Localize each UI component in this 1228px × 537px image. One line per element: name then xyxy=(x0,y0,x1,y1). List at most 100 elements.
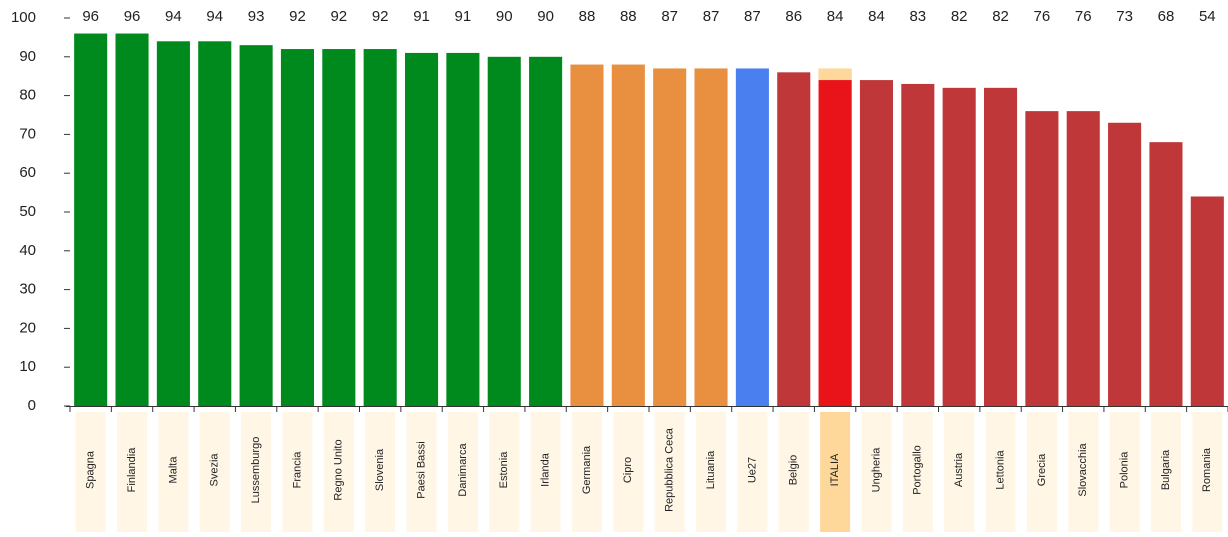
bar xyxy=(363,49,397,406)
category-box xyxy=(1109,412,1140,532)
value-label: 54 xyxy=(1199,8,1216,25)
x-tick-label: Lussemburgo xyxy=(250,437,262,504)
y-tick-label: 90 xyxy=(19,48,36,65)
value-label: 86 xyxy=(785,8,802,25)
x-tick-label: Estonia xyxy=(498,451,510,489)
category-box xyxy=(820,412,851,532)
value-label: 92 xyxy=(372,8,389,25)
category-box xyxy=(778,412,809,532)
value-label: 83 xyxy=(909,8,926,25)
bar xyxy=(156,41,190,406)
y-tick-label: 40 xyxy=(19,242,36,259)
value-label: 82 xyxy=(951,8,968,25)
bar xyxy=(446,52,480,407)
bar xyxy=(529,56,563,407)
category-box xyxy=(654,412,685,532)
x-tick-label: Repubblica Ceca xyxy=(664,427,676,512)
bar xyxy=(280,49,315,406)
bar xyxy=(1025,111,1059,407)
bar xyxy=(859,80,894,406)
category-box xyxy=(1026,412,1057,532)
value-label: 90 xyxy=(537,8,554,25)
bar xyxy=(1190,196,1224,406)
bar xyxy=(322,49,356,406)
x-tick-label: Danimarca xyxy=(457,443,469,497)
category-box xyxy=(323,412,354,532)
y-tick-label: 0 xyxy=(28,397,36,414)
value-label: 96 xyxy=(82,8,99,25)
bar xyxy=(735,68,769,406)
category-box xyxy=(1192,412,1223,532)
value-label: 93 xyxy=(248,8,265,25)
x-tick-label: Portogallo xyxy=(912,445,924,495)
category-box xyxy=(530,412,561,532)
y-tick-label: 50 xyxy=(19,203,36,220)
y-tick-label: 30 xyxy=(19,281,36,298)
x-tick-label: Svezia xyxy=(209,453,221,487)
bar xyxy=(239,45,273,406)
category-box xyxy=(406,412,437,532)
category-box xyxy=(902,412,933,532)
category-box xyxy=(75,412,106,532)
category-box xyxy=(117,412,148,532)
y-tick-label: 60 xyxy=(19,164,36,181)
x-tick-label: Ue27 xyxy=(746,457,758,483)
x-tick-label: Spagna xyxy=(85,450,97,489)
value-label: 76 xyxy=(1034,8,1051,25)
value-label: 76 xyxy=(1075,8,1092,25)
x-tick-label: Lettonia xyxy=(994,450,1006,490)
x-tick-label: Cipro xyxy=(622,457,634,483)
category-box xyxy=(571,412,602,532)
bar xyxy=(1066,111,1100,407)
category-box xyxy=(1150,412,1181,532)
bar xyxy=(198,41,232,406)
x-tick-label: Austria xyxy=(953,452,965,487)
y-tick-label: 20 xyxy=(19,319,36,336)
category-box xyxy=(861,412,892,532)
x-tick-label: Regno Unito xyxy=(333,439,345,500)
bar xyxy=(404,52,439,407)
value-label: 94 xyxy=(206,8,223,25)
bar xyxy=(818,80,852,406)
value-label: 92 xyxy=(289,8,306,25)
x-tick-label: Ungheria xyxy=(870,447,882,493)
category-box xyxy=(1068,412,1099,532)
x-tick-label: Slovenia xyxy=(374,448,386,491)
bar xyxy=(901,83,935,407)
y-tick-label: 10 xyxy=(19,358,36,375)
category-box xyxy=(985,412,1016,532)
value-label: 94 xyxy=(165,8,182,25)
value-label: 82 xyxy=(992,8,1009,25)
value-label: 96 xyxy=(124,8,141,25)
bar xyxy=(487,56,521,407)
x-tick-label: Belgio xyxy=(788,455,800,486)
y-tick-label: 70 xyxy=(19,125,36,142)
category-box xyxy=(282,412,313,532)
x-tick-label: Paesi Bassi xyxy=(415,441,427,498)
bar xyxy=(115,33,149,407)
value-label: 84 xyxy=(868,8,885,25)
x-tick-label: Slovacchia xyxy=(1077,443,1089,497)
bar xyxy=(1149,142,1183,406)
value-label: 88 xyxy=(620,8,637,25)
value-label: 91 xyxy=(455,8,472,25)
value-label: 87 xyxy=(703,8,720,25)
x-tick-label: Grecia xyxy=(1036,453,1048,486)
value-label: 91 xyxy=(413,8,430,25)
category-box xyxy=(199,412,230,532)
value-label: 73 xyxy=(1116,8,1133,25)
category-box xyxy=(613,412,644,532)
x-tick-label: Malta xyxy=(167,456,179,484)
category-box xyxy=(489,412,520,532)
bar xyxy=(777,72,811,406)
bar xyxy=(1108,122,1142,406)
category-box xyxy=(158,412,189,532)
bar xyxy=(942,87,976,406)
bar xyxy=(74,33,108,407)
x-tick-label: Germania xyxy=(581,445,593,494)
x-tick-label: Lituania xyxy=(705,450,717,489)
x-tick-label: Bulgaria xyxy=(1160,449,1172,490)
value-label: 87 xyxy=(661,8,678,25)
value-label: 92 xyxy=(330,8,347,25)
